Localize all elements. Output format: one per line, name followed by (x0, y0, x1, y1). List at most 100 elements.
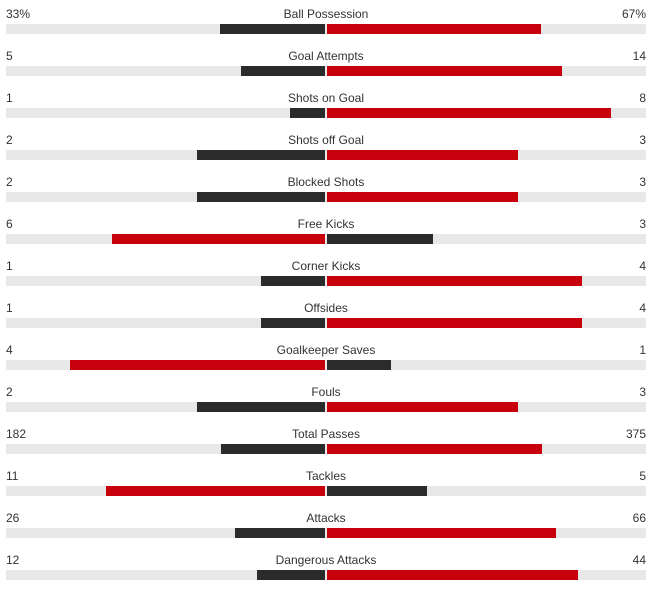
stat-label: Goal Attempts (288, 49, 364, 63)
stat-head: Shots off Goal 2 3 (6, 130, 646, 147)
away-bar-half (327, 66, 646, 76)
away-bar-fill (327, 108, 611, 118)
comparison-bar (6, 192, 646, 202)
stat-row: Shots off Goal 2 3 (6, 130, 646, 172)
away-bar-half (327, 444, 646, 454)
home-bar-half (6, 360, 325, 370)
home-bar-half (6, 486, 325, 496)
home-bar-half (6, 528, 325, 538)
home-bar-half (6, 570, 325, 580)
away-bar-fill (327, 192, 518, 202)
away-bar-half (327, 276, 646, 286)
stat-label: Blocked Shots (287, 175, 365, 189)
home-value: 6 (6, 217, 13, 231)
comparison-bar (6, 66, 646, 76)
stat-row: Corner Kicks 1 4 (6, 256, 646, 298)
comparison-bar (6, 150, 646, 160)
away-bar-half (327, 192, 646, 202)
away-value: 4 (639, 259, 646, 273)
home-value: 4 (6, 343, 13, 357)
away-bar-fill (327, 360, 391, 370)
home-value: 2 (6, 175, 13, 189)
away-value: 4 (639, 301, 646, 315)
home-bar-fill (220, 24, 325, 34)
home-value: 12 (6, 553, 20, 567)
home-bar-fill (290, 108, 325, 118)
home-value: 2 (6, 385, 13, 399)
away-bar-fill (327, 318, 582, 328)
home-bar-fill (241, 66, 325, 76)
stat-row: Fouls 2 3 (6, 382, 646, 424)
away-value: 14 (632, 49, 646, 63)
home-bar-fill (261, 276, 325, 286)
stat-row: Tackles 11 5 (6, 466, 646, 508)
comparison-bar (6, 528, 646, 538)
home-bar-fill (106, 486, 325, 496)
stat-head: Fouls 2 3 (6, 382, 646, 399)
comparison-bar (6, 486, 646, 496)
stat-label: Goalkeeper Saves (276, 343, 376, 357)
home-bar-half (6, 108, 325, 118)
stat-label: Corner Kicks (291, 259, 361, 273)
comparison-bar (6, 234, 646, 244)
stat-head: Goal Attempts 5 14 (6, 46, 646, 63)
away-value: 5 (639, 469, 646, 483)
stat-row: Total Passes 182 375 (6, 424, 646, 466)
stat-label: Fouls (311, 385, 341, 399)
stat-head: Ball Possession 33% 67% (6, 4, 646, 21)
home-value: 1 (6, 259, 13, 273)
away-bar-fill (327, 150, 518, 160)
stat-head: Tackles 11 5 (6, 466, 646, 483)
comparison-bar (6, 444, 646, 454)
away-value: 44 (632, 553, 646, 567)
stat-label: Free Kicks (297, 217, 355, 231)
stat-head: Blocked Shots 2 3 (6, 172, 646, 189)
stat-head: Offsides 1 4 (6, 298, 646, 315)
home-bar-half (6, 150, 325, 160)
away-bar-half (327, 24, 646, 34)
away-value: 3 (639, 133, 646, 147)
stat-head: Goalkeeper Saves 4 1 (6, 340, 646, 357)
stat-head: Dangerous Attacks 12 44 (6, 550, 646, 567)
stat-label: Tackles (305, 469, 346, 483)
stat-label: Shots off Goal (288, 133, 364, 147)
home-bar-half (6, 24, 325, 34)
away-bar-fill (327, 570, 578, 580)
comparison-bar (6, 570, 646, 580)
away-bar-fill (327, 486, 427, 496)
away-bar-half (327, 108, 646, 118)
home-bar-fill (197, 402, 325, 412)
home-bar-fill (197, 192, 325, 202)
away-bar-half (327, 318, 646, 328)
stat-label: Offsides (304, 301, 348, 315)
home-bar-fill (261, 318, 325, 328)
away-value: 66 (632, 511, 646, 525)
away-bar-half (327, 150, 646, 160)
away-value: 67% (621, 7, 646, 21)
away-bar-fill (327, 234, 433, 244)
stat-row: Offsides 1 4 (6, 298, 646, 340)
stat-label: Attacks (306, 511, 346, 525)
stat-label: Dangerous Attacks (275, 553, 377, 567)
home-bar-half (6, 192, 325, 202)
home-value: 33% (6, 7, 31, 21)
home-bar-half (6, 276, 325, 286)
stat-head: Corner Kicks 1 4 (6, 256, 646, 273)
home-bar-half (6, 66, 325, 76)
stat-row: Goal Attempts 5 14 (6, 46, 646, 88)
home-bar-half (6, 234, 325, 244)
stat-head: Attacks 26 66 (6, 508, 646, 525)
home-value: 5 (6, 49, 13, 63)
comparison-bar (6, 24, 646, 34)
comparison-bar (6, 360, 646, 370)
away-bar-fill (327, 24, 541, 34)
home-bar-fill (197, 150, 325, 160)
stat-head: Shots on Goal 1 8 (6, 88, 646, 105)
stat-label: Shots on Goal (287, 91, 365, 105)
home-value: 2 (6, 133, 13, 147)
stat-label: Ball Possession (283, 7, 369, 21)
comparison-bar (6, 108, 646, 118)
away-value: 1 (639, 343, 646, 357)
home-bar-fill (235, 528, 325, 538)
away-bar-half (327, 486, 646, 496)
